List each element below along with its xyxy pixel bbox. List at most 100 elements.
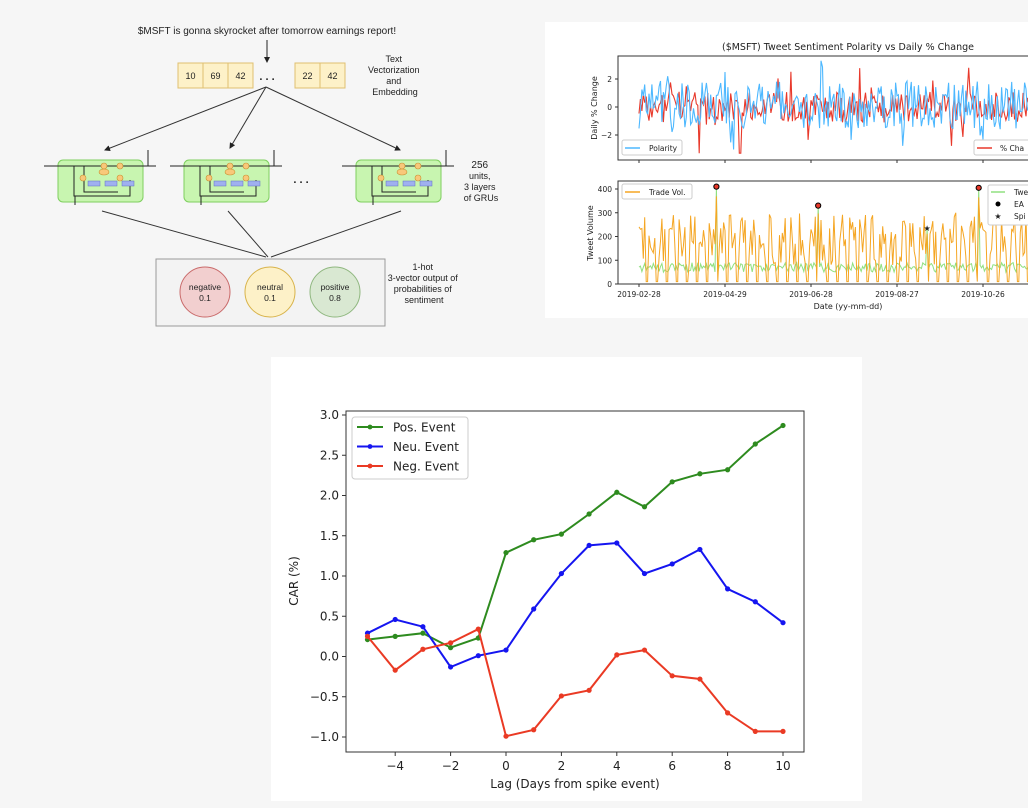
car-data-point [448, 640, 454, 646]
polarity-line [638, 60, 1028, 150]
polarity-legend-label: Polarity [649, 144, 678, 153]
car-figure: CAR (%) Lag (Days from spike event) −4 −2… [271, 357, 862, 801]
car-data-point [614, 489, 620, 495]
gru-gate-icon [242, 162, 250, 170]
car-data-point [780, 620, 786, 626]
gru-cell [44, 150, 156, 205]
gru-path [73, 166, 131, 197]
embedding-label: Text Vectorization and Embedding [368, 54, 422, 97]
car-data-point [752, 728, 758, 734]
gru-cell-box [183, 159, 270, 203]
gru-layer-icon [104, 180, 118, 187]
gru-gate-icon [205, 174, 213, 182]
car-ytick-label: −1.0 [310, 730, 339, 744]
car-data-point [641, 570, 648, 577]
car-xtick-label: 8 [724, 759, 732, 773]
xtick-label: 2019-08-27 [875, 290, 919, 299]
xtick-label: 2019-04-29 [703, 290, 747, 299]
top-ytick-label: 0 [607, 103, 612, 112]
sentiment-vs-change-figure: ($MSFT) Tweet Sentiment Polarity vs Dail… [545, 22, 1028, 318]
gru-gate-icon [414, 162, 422, 170]
gru-ellipsis: . . . [293, 174, 308, 186]
output-positive-circle [309, 266, 361, 318]
car-ytick-label: 3.0 [320, 408, 339, 422]
car-data-point [752, 599, 758, 605]
output-name: neutral [257, 282, 283, 292]
trade-legend-label: Trade Vol. [648, 188, 686, 197]
output-name: positive [321, 282, 350, 292]
gru-gate-icon [100, 162, 108, 170]
token-value: 69 [210, 71, 220, 81]
gru-layer-icon [247, 180, 261, 187]
xlabel: Date (yy-mm-dd) [814, 302, 883, 311]
gru-to-output-arrows [101, 210, 402, 258]
gru-cell [170, 150, 282, 205]
car-ytick-label: 0.0 [320, 650, 339, 664]
spike-legend-icon: ★ [994, 212, 1001, 221]
top-ytick-label: −2 [601, 131, 612, 140]
car-data-point [641, 504, 648, 510]
token-value: 42 [327, 71, 337, 81]
token-value: 22 [302, 71, 312, 81]
sentiment-chart-svg: ($MSFT) Tweet Sentiment Polarity vs Dail… [586, 42, 1028, 311]
car-xtick-label: 4 [613, 759, 621, 773]
gru-layer-icon [402, 180, 416, 187]
car-ytick-label: 1.0 [320, 569, 339, 583]
car-series-line-2 [366, 627, 783, 738]
polarity-legend-box [621, 139, 683, 156]
gru-gate-icon [226, 162, 234, 170]
car-data-point [780, 728, 786, 734]
series-group: ★ [638, 60, 1028, 283]
gru-layer-icon [385, 180, 399, 187]
car-data-point [475, 653, 481, 659]
gru-path [199, 166, 257, 197]
bottom-ytick-label: 100 [598, 256, 613, 265]
car-data-point [697, 546, 703, 553]
car-ytick-label: −0.5 [310, 690, 339, 704]
output-value: 0.8 [329, 293, 341, 303]
car-legend-box [351, 416, 469, 480]
car-data-point [697, 676, 703, 682]
bottom-ytick-label: 400 [598, 185, 613, 194]
xtick-label: 2019-02-28 [617, 290, 661, 299]
car-data-point [725, 586, 731, 592]
car-data-point [725, 710, 731, 716]
car-chart-svg: CAR (%) Lag (Days from spike event) −4 −2… [287, 408, 805, 791]
car-legend-label: Pos. Event [393, 421, 456, 435]
car-data-point [392, 616, 398, 623]
car-data-point [420, 646, 426, 652]
car-xlabel: Lag (Days from spike event) [490, 777, 659, 791]
top-axes [617, 55, 1028, 161]
bottom-ytick-label: 0 [607, 280, 612, 289]
car-xtick-label: −2 [442, 759, 460, 773]
car-data-point [448, 645, 454, 651]
events-legend-box [987, 184, 1028, 226]
bottom-ytick-label: 200 [598, 233, 613, 242]
ea-event-marker [815, 202, 822, 209]
chart-title: ($MSFT) Tweet Sentiment Polarity vs Dail… [722, 42, 974, 53]
diagram-svg: $MSFT is gonna skyrocket after tomorrow … [44, 26, 499, 327]
token-box [319, 62, 346, 89]
car-data-point [420, 624, 426, 630]
car-data-point [531, 606, 537, 612]
car-xtick-label: 10 [775, 759, 790, 773]
embedding-to-gru-arrows [104, 86, 401, 151]
gru-architecture-diagram: $MSFT is gonna skyrocket after tomorrow … [20, 10, 520, 328]
change-legend-box [973, 139, 1028, 156]
car-data-point [531, 537, 537, 543]
car-data-point [725, 467, 731, 473]
car-xtick-label: 6 [668, 759, 676, 773]
gru-gate-icon [242, 174, 250, 182]
events-legend-label: EA [1014, 200, 1025, 209]
xtick-label: 2019-10-26 [961, 290, 1005, 299]
car-data-point [586, 542, 592, 549]
car-data-point [586, 687, 592, 693]
token-ellipsis: . . . [259, 71, 274, 83]
car-data-point [503, 550, 509, 556]
gru-layer-icon [213, 180, 227, 187]
car-ytick-label: 2.5 [320, 448, 339, 462]
ea-legend-icon [995, 201, 1001, 207]
gru-cell-box [57, 159, 144, 203]
gru-gate-icon [79, 174, 87, 182]
car-series-line-0 [367, 424, 784, 649]
